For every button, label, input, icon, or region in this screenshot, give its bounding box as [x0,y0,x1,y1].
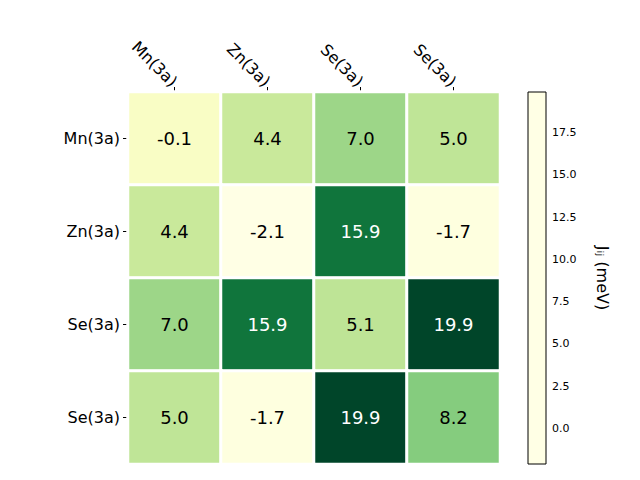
svg-text:4.4: 4.4 [160,221,189,242]
svg-text:Jᵢⱼ (meV): Jᵢⱼ (meV) [593,245,612,310]
svg-text:2.5: 2.5 [552,380,570,393]
svg-text:4.4: 4.4 [253,128,282,149]
svg-text:-0.1: -0.1 [157,128,192,149]
svg-text:5.1: 5.1 [346,314,375,335]
svg-text:7.0: 7.0 [160,314,189,335]
svg-text:Se(3a): Se(3a) [68,315,120,334]
svg-text:0.0: 0.0 [552,422,570,435]
svg-text:10.0: 10.0 [552,253,577,266]
svg-text:19.9: 19.9 [340,407,380,428]
svg-text:7.0: 7.0 [346,128,375,149]
svg-text:Mn(3a): Mn(3a) [64,129,120,148]
svg-text:15.0: 15.0 [552,168,577,181]
svg-text:Se(3a): Se(3a) [317,40,368,91]
svg-text:8.2: 8.2 [439,407,468,428]
svg-text:12.5: 12.5 [552,211,577,224]
svg-text:-1.7: -1.7 [436,221,471,242]
svg-text:-2.1: -2.1 [250,221,285,242]
svg-text:7.5: 7.5 [552,295,570,308]
svg-text:Se(3a): Se(3a) [68,408,120,427]
svg-text:5.0: 5.0 [439,128,468,149]
svg-text:Zn(3a): Zn(3a) [66,222,120,241]
svg-text:5.0: 5.0 [160,407,189,428]
svg-text:15.9: 15.9 [247,314,287,335]
svg-text:19.9: 19.9 [433,314,473,335]
svg-text:Mn(3a): Mn(3a) [128,37,181,90]
svg-text:-1.7: -1.7 [250,407,285,428]
svg-text:17.5: 17.5 [552,126,577,139]
svg-text:15.9: 15.9 [340,221,380,242]
svg-text:Zn(3a): Zn(3a) [223,39,274,90]
svg-text:Se(3a): Se(3a) [410,40,461,91]
svg-text:5.0: 5.0 [552,337,570,350]
